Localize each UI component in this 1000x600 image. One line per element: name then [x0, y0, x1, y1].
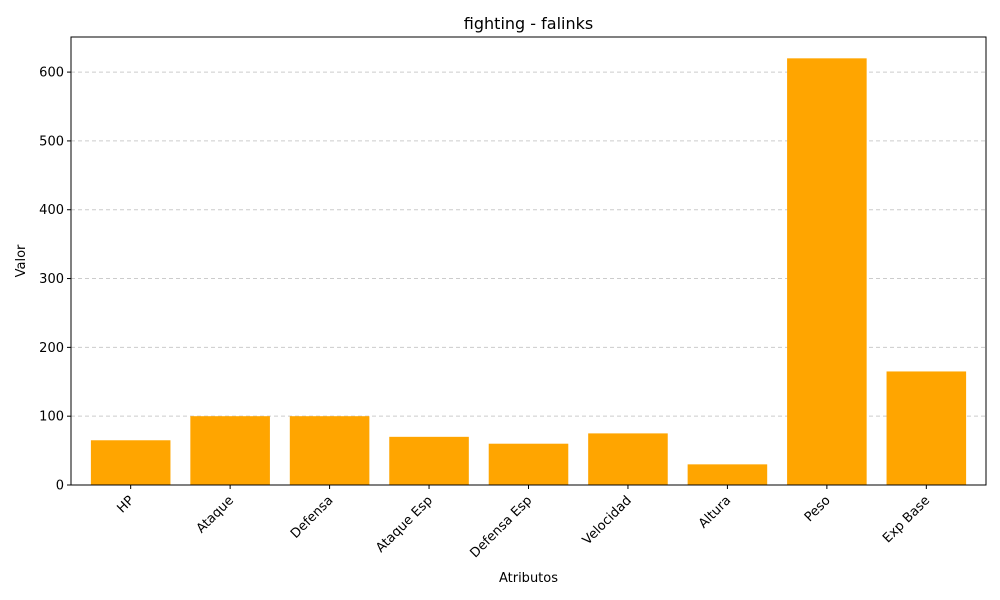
bar — [289, 416, 370, 485]
bar — [886, 371, 967, 485]
y-tick-label: 400 — [39, 203, 64, 218]
bar — [787, 58, 867, 485]
grid-lines — [71, 71, 986, 417]
bar — [190, 416, 270, 485]
bar — [588, 433, 668, 485]
y-tick-label: 600 — [39, 66, 64, 81]
bar — [389, 436, 469, 485]
y-tick-label: 200 — [39, 341, 64, 356]
bars-group — [90, 58, 967, 485]
bar — [90, 440, 171, 485]
y-tick-label: 100 — [39, 410, 64, 425]
y-tick-label: 0 — [56, 479, 64, 494]
bar — [687, 464, 768, 485]
y-tick-label: 500 — [39, 134, 64, 149]
chart-title: fighting - falinks — [464, 14, 593, 33]
bar — [488, 443, 569, 485]
y-axis-title: Valor — [14, 244, 29, 277]
y-axis-ticks: 0 100 200 300 400 500 600 — [39, 66, 71, 494]
x-axis-title: Atributos — [499, 571, 558, 586]
y-tick-label: 300 — [39, 272, 64, 287]
